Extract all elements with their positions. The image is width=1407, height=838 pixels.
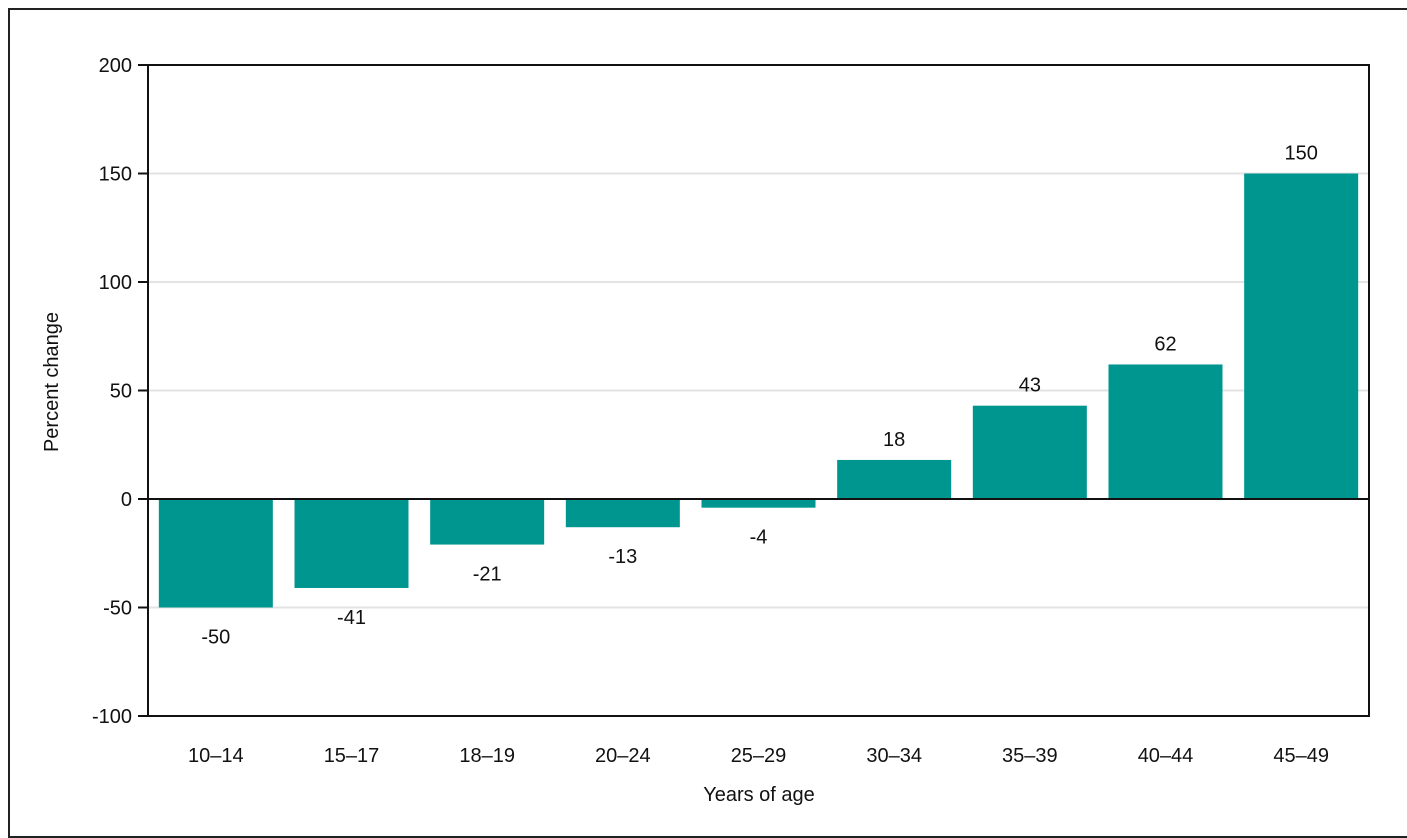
y-axis-ticks: -100 -50 0 50 100 150 200 [92,55,148,728]
x-tick-label: 18–19 [459,745,515,767]
bar [565,499,680,528]
bar [837,459,952,499]
bars [158,173,1359,608]
x-tick-label: 30–34 [866,745,922,767]
data-label: 62 [1154,333,1176,355]
x-tick-label: 25–29 [731,745,787,767]
data-labels: -50 -41 -21 -13 -4 18 43 62 150 [201,143,1317,649]
bar [158,499,273,608]
x-axis-ticks: 10–14 15–17 18–19 20–24 25–29 30–34 35–39 40–44… [188,745,1329,767]
bar [972,405,1087,499]
data-label: -41 [337,607,366,629]
y-tick-label: 100 [99,272,132,294]
y-tick-label: 0 [121,489,132,511]
data-label: -21 [473,564,502,586]
bar [294,499,409,588]
data-label: 18 [883,429,905,451]
y-axis-title: Percent change [41,312,63,452]
x-tick-label: 20–24 [595,745,651,767]
x-tick-label: 10–14 [188,745,244,767]
data-label: 150 [1284,143,1317,165]
y-tick-label: -50 [103,598,132,620]
bar [1244,173,1359,499]
x-tick-label: 35–39 [1002,745,1058,767]
y-tick-label: 200 [99,55,132,77]
x-axis-title: Years of age [703,784,815,806]
x-tick-label: 45–49 [1273,745,1329,767]
x-tick-label: 15–17 [324,745,380,767]
bar [430,499,545,545]
y-tick-label: -100 [92,706,132,728]
data-label: -13 [608,546,637,568]
bar [701,499,816,508]
x-tick-label: 40–44 [1138,745,1194,767]
data-label: -50 [201,627,230,649]
bar [1108,364,1223,499]
data-label: -4 [750,527,768,549]
data-label: 43 [1019,375,1041,397]
y-tick-label: 50 [110,381,132,403]
y-tick-label: 150 [99,164,132,186]
gridlines [148,172,1369,609]
